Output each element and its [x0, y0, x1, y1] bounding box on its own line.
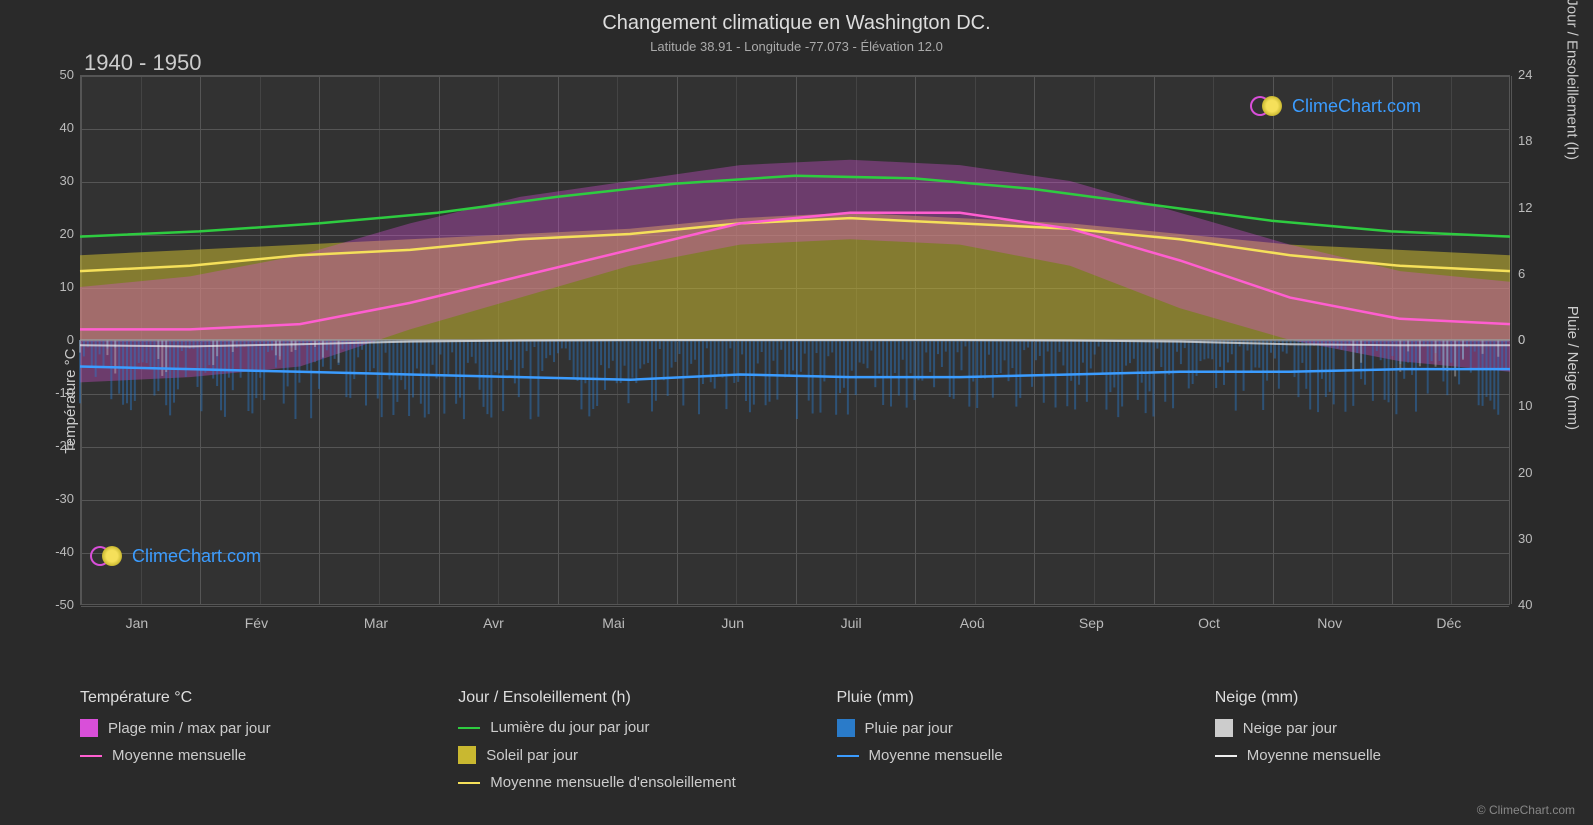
line-icon	[458, 782, 480, 784]
legend-group: Température °C Plage min / max par jour Mo…	[80, 689, 418, 801]
y-axis-right-bottom-label: Pluie / Neige (mm)	[1564, 306, 1581, 430]
chart-title: Changement climatique en Washington DC.	[0, 0, 1593, 35]
plot-area	[80, 75, 1510, 605]
x-month-label: Déc	[1436, 615, 1461, 631]
legend: Température °C Plage min / max par jour Mo…	[80, 689, 1553, 801]
legend-label: Soleil par jour	[486, 747, 578, 764]
watermark: ClimeChart.com	[1250, 95, 1421, 117]
climate-chart: Changement climatique en Washington DC. …	[0, 0, 1593, 825]
legend-label: Lumière du jour par jour	[490, 719, 649, 736]
y-left-tick: 20	[60, 226, 74, 241]
swatch-icon	[458, 746, 476, 764]
swatch-icon	[80, 719, 98, 737]
swatch-icon	[1215, 719, 1233, 737]
legend-item: Pluie par jour	[837, 719, 1175, 737]
y-right-top-tick: 18	[1518, 133, 1532, 148]
y-right-top-tick: 24	[1518, 67, 1532, 82]
x-month-label: Mai	[602, 615, 625, 631]
chart-subtitle: Latitude 38.91 - Longitude -77.073 - Élé…	[0, 35, 1593, 54]
x-month-label: Jan	[126, 615, 149, 631]
y-right-top-tick: 12	[1518, 200, 1532, 215]
y-left-tick: 50	[60, 67, 74, 82]
watermark: ClimeChart.com	[90, 545, 261, 567]
watermark-text: ClimeChart.com	[1292, 96, 1421, 117]
y-right-bottom-tick: 30	[1518, 531, 1532, 546]
watermark-text: ClimeChart.com	[132, 546, 261, 567]
logo-icon	[90, 545, 126, 567]
legend-group: Neige (mm) Neige par jour Moyenne mensuell…	[1215, 689, 1553, 801]
legend-title: Jour / Ensoleillement (h)	[458, 689, 796, 707]
legend-item: Moyenne mensuelle	[1215, 747, 1553, 764]
x-month-label: Fév	[245, 615, 268, 631]
x-month-label: Mar	[364, 615, 388, 631]
y-right-bottom-tick: 20	[1518, 465, 1532, 480]
y-left-tick: -40	[55, 544, 74, 559]
legend-label: Neige par jour	[1243, 720, 1337, 737]
y-left-tick: -20	[55, 438, 74, 453]
legend-label: Moyenne mensuelle d'ensoleillement	[490, 774, 736, 791]
y-left-tick: -30	[55, 491, 74, 506]
legend-label: Moyenne mensuelle	[112, 747, 246, 764]
line-icon	[837, 755, 859, 757]
legend-label: Pluie par jour	[865, 720, 953, 737]
swatch-icon	[837, 719, 855, 737]
logo-icon	[1250, 95, 1286, 117]
legend-item: Moyenne mensuelle d'ensoleillement	[458, 774, 796, 791]
legend-item: Neige par jour	[1215, 719, 1553, 737]
line-icon	[80, 755, 102, 757]
legend-title: Température °C	[80, 689, 418, 707]
y-right-bottom-tick: 0	[1518, 332, 1525, 347]
legend-title: Pluie (mm)	[837, 689, 1175, 707]
x-month-label: Nov	[1317, 615, 1342, 631]
x-month-label: Sep	[1079, 615, 1104, 631]
legend-item: Soleil par jour	[458, 746, 796, 764]
y-left-tick: 10	[60, 279, 74, 294]
y-left-tick: 30	[60, 173, 74, 188]
y-right-bottom-tick: 10	[1518, 398, 1532, 413]
legend-label: Plage min / max par jour	[108, 720, 271, 737]
legend-label: Moyenne mensuelle	[869, 747, 1003, 764]
y-left-tick: -10	[55, 385, 74, 400]
line-icon	[1215, 755, 1237, 757]
x-month-label: Aoû	[960, 615, 985, 631]
legend-item: Plage min / max par jour	[80, 719, 418, 737]
y-left-tick: -50	[55, 597, 74, 612]
copyright-text: © ClimeChart.com	[1477, 803, 1575, 817]
legend-group: Jour / Ensoleillement (h) Lumière du jour…	[458, 689, 796, 801]
y-right-bottom-tick: 40	[1518, 597, 1532, 612]
y-right-top-tick: 6	[1518, 266, 1525, 281]
x-month-label: Jun	[721, 615, 744, 631]
x-month-label: Avr	[483, 615, 504, 631]
legend-label: Moyenne mensuelle	[1247, 747, 1381, 764]
x-month-label: Juil	[841, 615, 862, 631]
legend-item: Moyenne mensuelle	[80, 747, 418, 764]
y-left-tick: 0	[67, 332, 74, 347]
legend-item: Lumière du jour par jour	[458, 719, 796, 736]
x-month-label: Oct	[1198, 615, 1220, 631]
line-icon	[458, 727, 480, 729]
y-left-tick: 40	[60, 120, 74, 135]
period-label: 1940 - 1950	[84, 50, 201, 76]
legend-group: Pluie (mm) Pluie par jour Moyenne mensuell…	[837, 689, 1175, 801]
legend-item: Moyenne mensuelle	[837, 747, 1175, 764]
legend-title: Neige (mm)	[1215, 689, 1553, 707]
y-axis-right-top-label: Jour / Ensoleillement (h)	[1564, 0, 1581, 160]
